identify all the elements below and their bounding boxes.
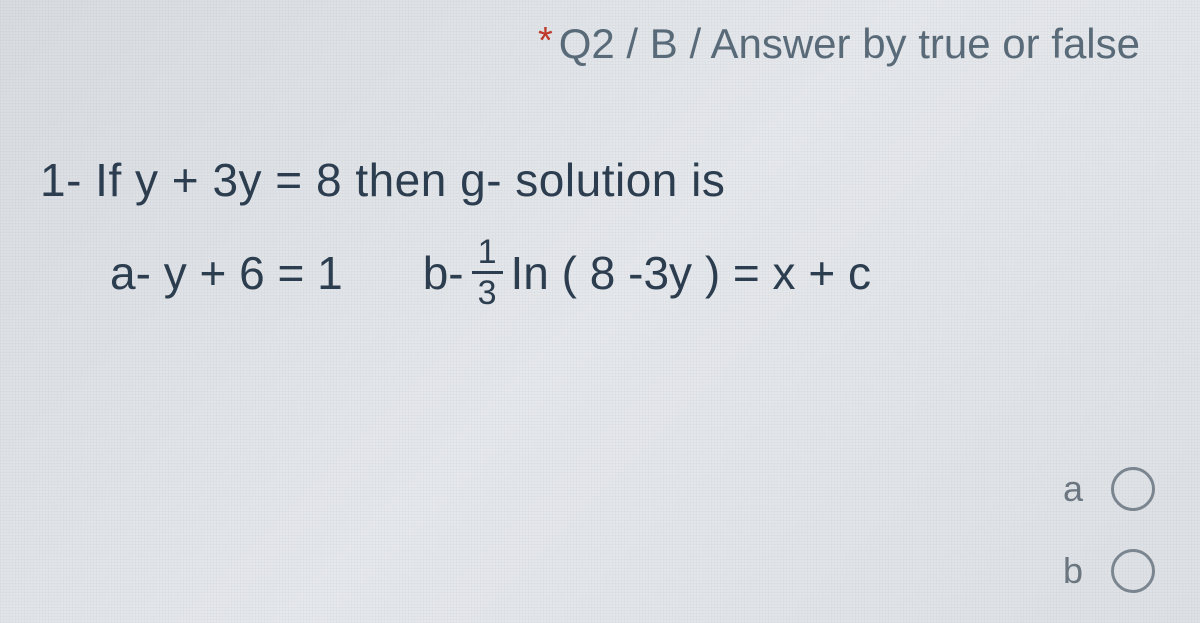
option-a: a- y + 6 = 1 [110, 246, 343, 300]
fraction-one-third: 1 3 [472, 235, 503, 310]
answer-row-b: b [1063, 549, 1155, 593]
fraction-numerator: 1 [472, 235, 503, 274]
options-line: a- y + 6 = 1 b- 1 3 In ( 8 -3y ) = x + c [40, 235, 1170, 310]
question-body: 1- If y + 3y = 8 then g- solution is a- … [30, 153, 1170, 310]
fraction-denominator: 3 [478, 274, 497, 310]
option-b-label: b- [423, 246, 464, 300]
answer-area: a b [1063, 467, 1155, 593]
option-b-expression: In ( 8 -3y ) = x + c [511, 246, 871, 300]
radio-option-a[interactable] [1111, 467, 1155, 511]
option-a-expression: y + 6 = 1 [164, 247, 343, 299]
radio-option-b[interactable] [1111, 549, 1155, 593]
question-header: *Q2 / B / Answer by true or false [30, 20, 1170, 68]
question-statement: 1- If y + 3y = 8 then g- solution is [40, 153, 1170, 207]
answer-label-b: b [1063, 550, 1083, 592]
answer-label-a: a [1063, 468, 1083, 510]
option-b: b- 1 3 In ( 8 -3y ) = x + c [423, 235, 871, 310]
required-asterisk: * [538, 20, 553, 62]
option-a-label: a- [110, 247, 151, 299]
header-title: Q2 / B / Answer by true or false [559, 20, 1140, 67]
answer-row-a: a [1063, 467, 1155, 511]
